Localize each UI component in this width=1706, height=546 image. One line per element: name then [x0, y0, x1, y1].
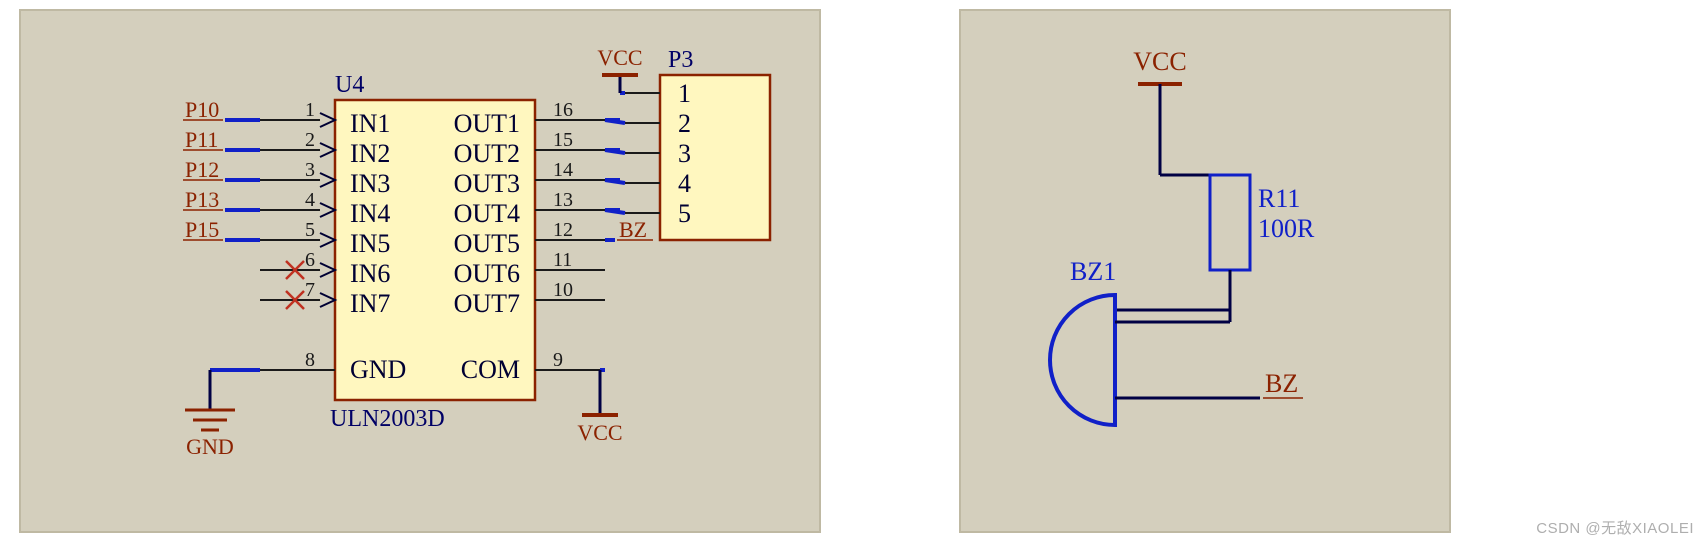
svg-text:5: 5: [305, 219, 315, 241]
watermark-text: CSDN @无敌XIAOLEI: [1536, 517, 1694, 538]
svg-text:100R: 100R: [1258, 214, 1315, 243]
svg-text:2: 2: [678, 109, 691, 138]
svg-text:U4: U4: [335, 72, 364, 98]
svg-text:12: 12: [553, 219, 573, 241]
svg-text:COM: COM: [461, 355, 520, 384]
svg-text:P12: P12: [185, 157, 219, 182]
svg-text:OUT1: OUT1: [454, 109, 520, 138]
svg-text:OUT2: OUT2: [454, 139, 520, 168]
svg-text:R11: R11: [1258, 184, 1300, 213]
svg-text:VCC: VCC: [577, 420, 622, 445]
svg-text:BZ: BZ: [619, 217, 647, 242]
svg-text:GND: GND: [350, 355, 406, 384]
svg-text:P10: P10: [185, 97, 219, 122]
svg-text:10: 10: [553, 279, 573, 301]
svg-text:OUT3: OUT3: [454, 169, 520, 198]
svg-text:7: 7: [305, 279, 315, 301]
svg-text:BZ: BZ: [1265, 369, 1298, 398]
svg-text:OUT4: OUT4: [454, 199, 520, 228]
svg-text:VCC: VCC: [1133, 47, 1186, 76]
svg-text:4: 4: [305, 189, 315, 211]
svg-text:P3: P3: [668, 47, 693, 73]
svg-text:1: 1: [305, 99, 315, 121]
svg-text:IN3: IN3: [350, 169, 390, 198]
svg-text:P13: P13: [185, 187, 219, 212]
svg-text:11: 11: [553, 249, 572, 271]
svg-text:IN6: IN6: [350, 259, 390, 288]
svg-text:14: 14: [553, 159, 573, 181]
svg-text:5: 5: [678, 199, 691, 228]
svg-text:16: 16: [553, 99, 573, 121]
svg-text:2: 2: [305, 129, 315, 151]
svg-text:GND: GND: [186, 434, 234, 459]
svg-text:IN5: IN5: [350, 229, 390, 258]
svg-text:8: 8: [305, 349, 315, 371]
svg-text:P15: P15: [185, 217, 219, 242]
svg-text:IN7: IN7: [350, 289, 390, 318]
svg-text:IN4: IN4: [350, 199, 390, 228]
svg-text:13: 13: [553, 189, 573, 211]
svg-text:IN2: IN2: [350, 139, 390, 168]
svg-text:3: 3: [305, 159, 315, 181]
svg-text:1: 1: [678, 79, 691, 108]
svg-text:ULN2003D: ULN2003D: [330, 406, 445, 432]
svg-text:6: 6: [305, 249, 315, 271]
svg-text:3: 3: [678, 139, 691, 168]
svg-text:15: 15: [553, 129, 573, 151]
svg-text:4: 4: [678, 169, 691, 198]
svg-text:BZ1: BZ1: [1070, 257, 1116, 286]
svg-text:OUT7: OUT7: [454, 289, 520, 318]
svg-text:9: 9: [553, 349, 563, 371]
svg-text:P11: P11: [185, 127, 218, 152]
svg-text:OUT6: OUT6: [454, 259, 520, 288]
schematic-canvas: U4 ULN2003D 1 IN1 P10 2 IN2 P11 3 IN3 P12 4 IN4 P13 5 I…: [0, 0, 1706, 546]
svg-text:OUT5: OUT5: [454, 229, 520, 258]
svg-text:VCC: VCC: [597, 45, 642, 70]
svg-text:IN1: IN1: [350, 109, 390, 138]
